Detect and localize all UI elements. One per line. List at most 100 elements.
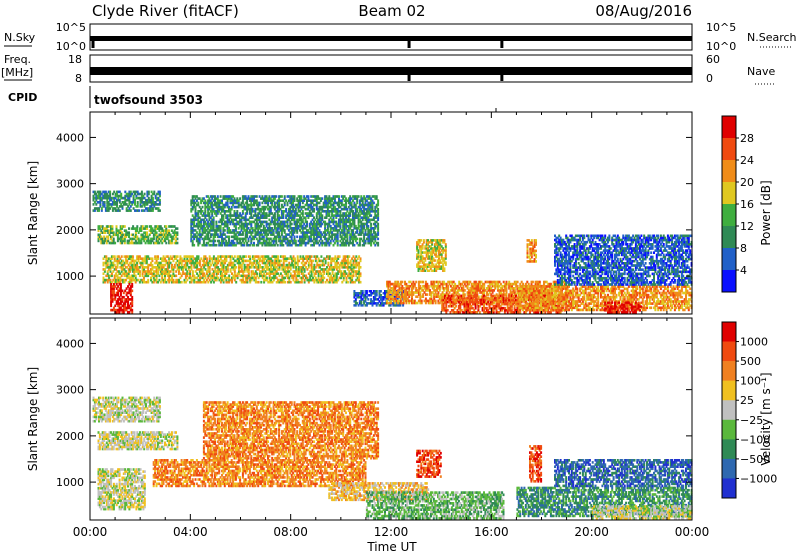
power-cell [124,278,127,282]
power-cell [134,280,137,284]
power-cell [334,257,337,260]
power-cell [103,280,106,284]
power-cell [205,261,208,265]
power-cell [103,255,106,258]
power-cell [361,197,364,200]
power-cell [112,293,115,297]
power-cell [155,276,158,280]
power-cell [454,289,457,292]
power-cell [349,201,352,205]
power-cell [315,201,318,205]
power-cell [271,280,274,284]
power-cell [144,231,147,234]
power-cell [258,241,261,245]
power-cell [331,276,334,280]
power-cell [129,201,132,204]
power-cell [261,214,264,217]
power-cell [307,214,310,217]
power-cell [349,218,352,222]
power-cell [147,237,150,241]
power-cell [211,278,214,282]
power-cell [179,259,182,263]
power-cell [364,218,367,222]
power-cell [406,299,409,303]
power-cell [140,278,143,282]
power-cell [321,197,324,200]
power-cell [264,241,267,245]
power-cell [401,289,404,292]
power-cell [136,261,139,265]
power-cell [141,278,144,282]
power-cell [243,263,246,267]
power-cell [161,227,164,230]
power-cell [175,255,178,258]
power-cell [280,231,283,234]
power-cell [328,237,331,241]
power-cell [187,268,190,271]
power-cell [275,270,278,273]
power-cell [207,276,210,280]
power-cell [234,233,237,236]
power-cell [100,239,103,243]
power-cell [247,272,250,275]
power-cell [449,289,452,292]
power-cell [113,190,116,194]
power-cell [215,274,218,278]
power-cell [114,241,117,245]
power-cell [232,274,235,278]
power-cell [325,210,328,213]
power-cell [321,216,324,219]
power-cell [258,203,261,207]
power-cell [273,237,276,241]
power-cell [356,270,359,273]
power-cell [241,201,244,205]
power-cell [255,201,258,205]
power-cell [226,229,229,232]
power-cell [219,278,222,282]
power-cell [308,235,311,239]
power-cell [223,203,226,207]
power-cell [370,233,373,236]
power-cell [330,274,333,278]
power-cell [280,212,283,215]
power-cell [130,280,133,284]
power-cell [129,241,132,245]
power-cell [240,237,243,241]
power-cell [111,235,114,239]
power-cell [201,259,204,263]
power-cell [311,231,314,234]
power-cell [164,237,166,241]
power-cell [298,259,301,263]
power-cell [268,218,271,222]
power-cell [382,304,385,307]
power-cell [225,268,228,271]
power-cell [292,199,295,202]
power-cell [100,231,103,234]
power-cell [109,274,112,278]
power-cell [151,231,154,234]
power-cell [219,199,222,202]
power-cell [280,220,283,224]
power-cell [182,272,185,275]
power-cell [303,241,306,245]
power-cell [268,276,271,280]
power-cell [210,276,213,280]
power-cell [433,293,436,296]
power-cell [198,268,201,271]
power-cell [358,214,361,217]
power-cell [171,263,173,267]
power-cell [212,274,215,278]
date-title: 08/Aug/2016 [595,2,692,20]
power-cell [272,199,275,202]
power-cell [110,302,113,305]
power-cell [381,296,384,299]
power-cell [370,218,373,222]
power-cell [360,197,363,200]
power-cell [237,199,240,202]
power-cell [103,241,106,245]
power-cell [111,295,114,299]
power-cell [221,276,224,280]
power-cell [424,287,427,290]
power-cell [235,274,238,278]
power-cell [232,263,235,267]
